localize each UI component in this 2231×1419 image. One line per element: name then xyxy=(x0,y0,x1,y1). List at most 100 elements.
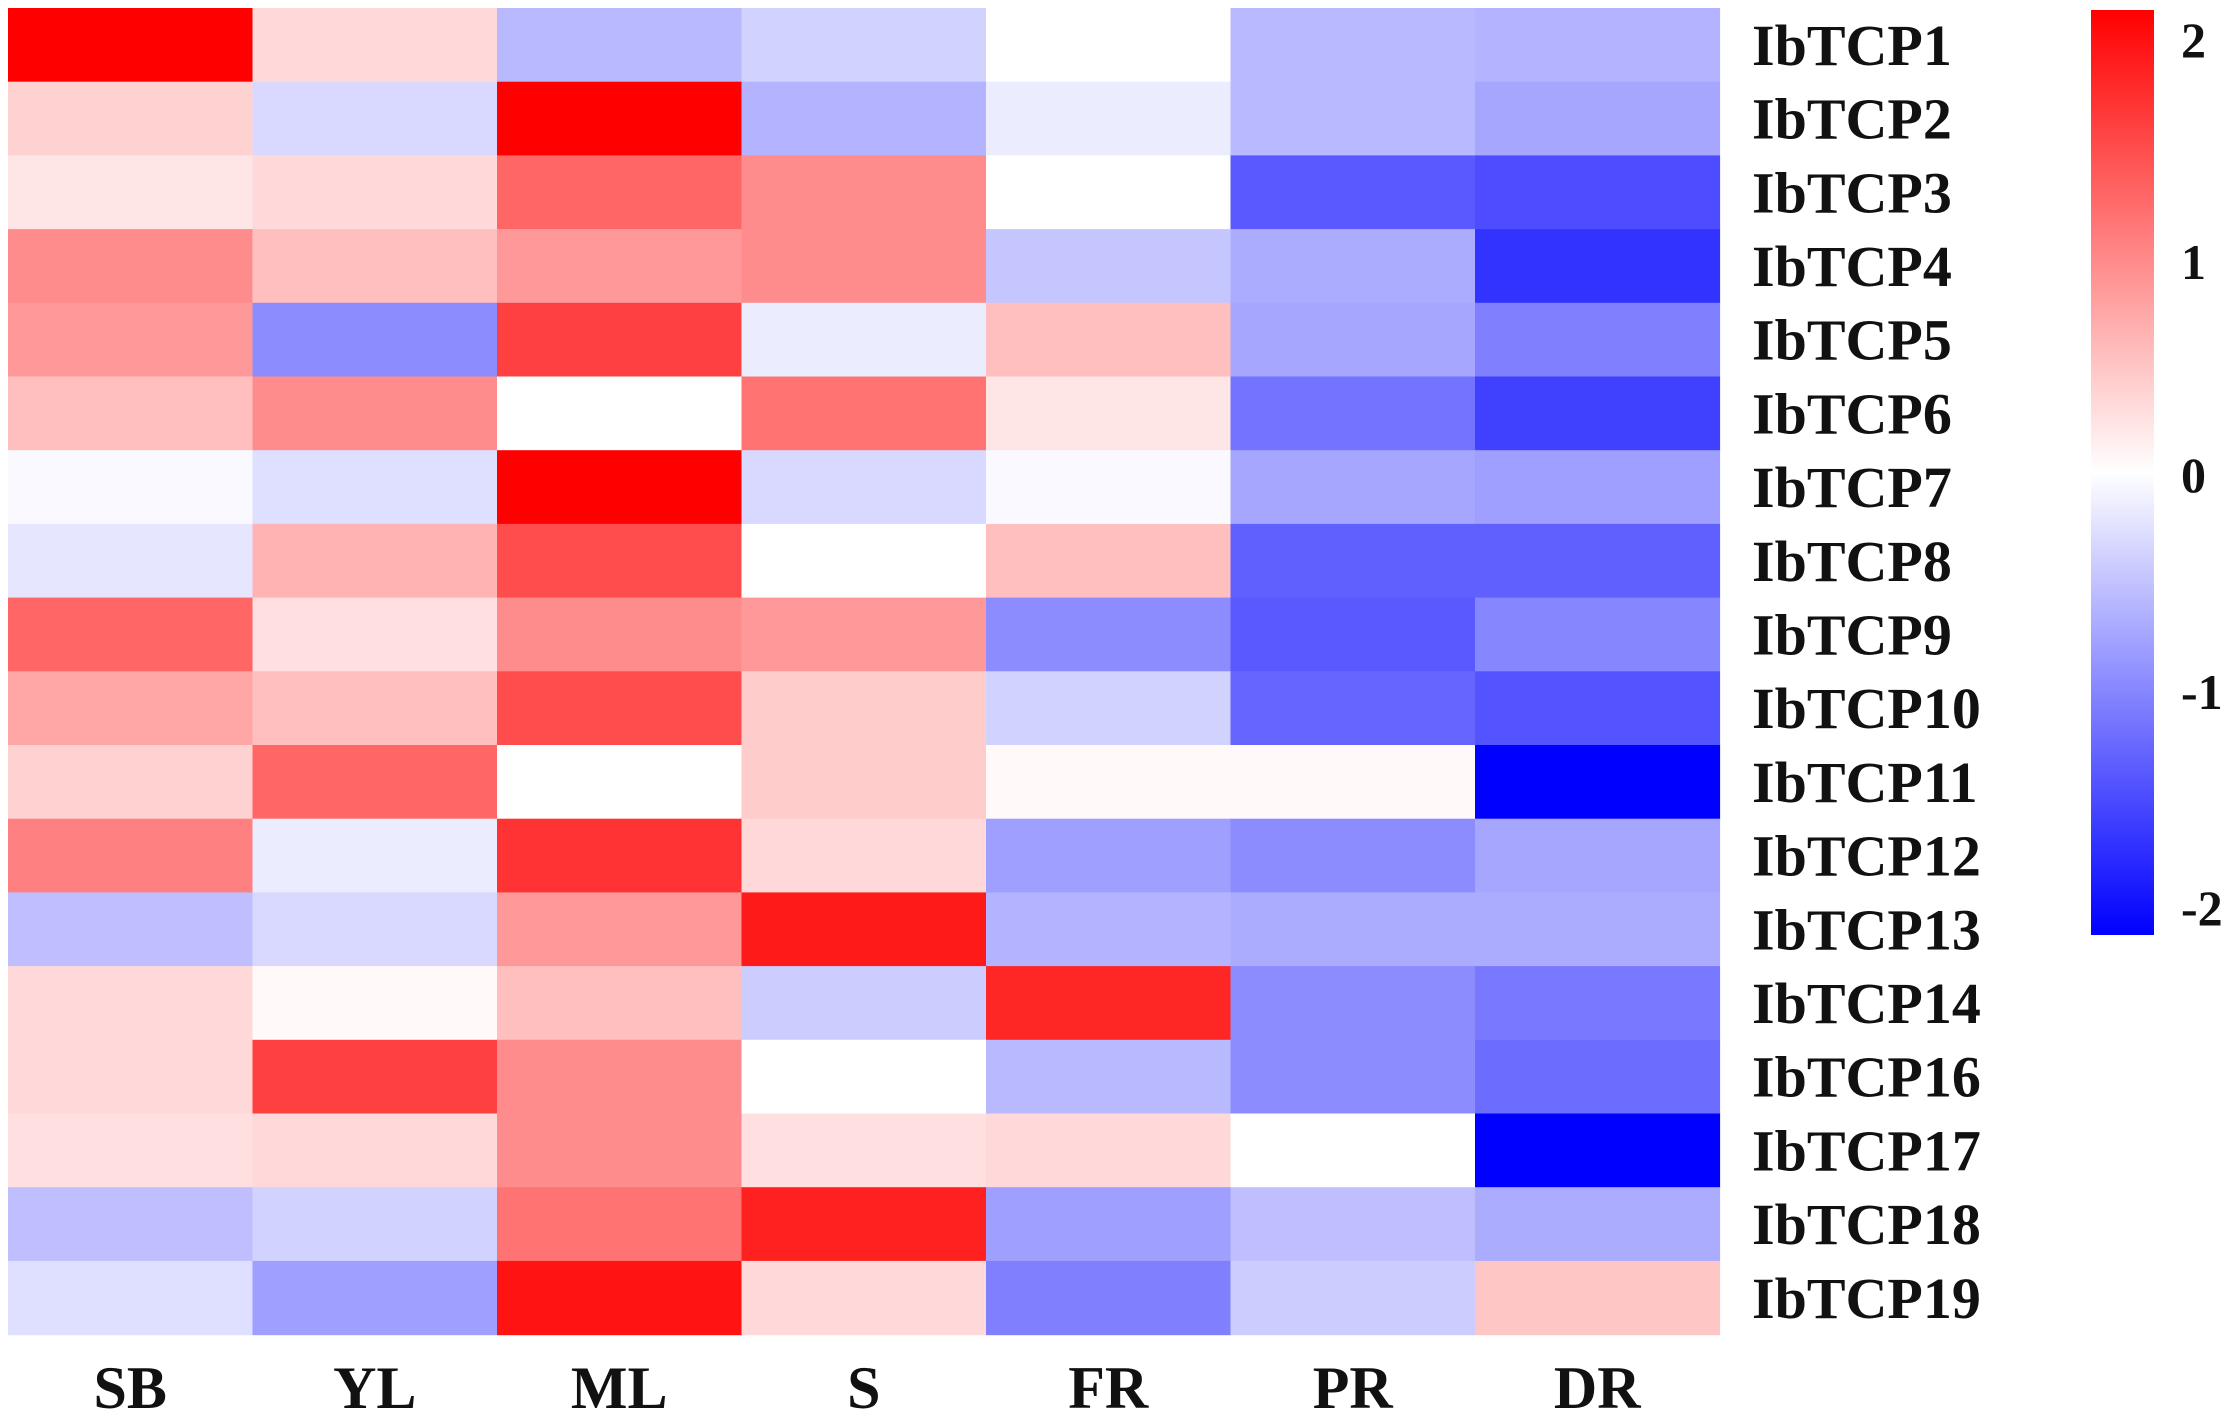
heatmap-cell-IbTCP12-SB xyxy=(8,818,254,893)
heatmap-cell-IbTCP3-S xyxy=(741,155,987,230)
heatmap-cell-IbTCP12-YL xyxy=(252,818,498,893)
heatmap-cell-IbTCP10-YL xyxy=(252,671,498,746)
heatmap-cell-IbTCP1-FR xyxy=(986,8,1232,83)
heatmap-cell-IbTCP5-ML xyxy=(497,302,743,378)
heatmap-cell-IbTCP4-S xyxy=(741,229,987,304)
heatmap-cell-IbTCP11-YL xyxy=(252,745,498,820)
row-label-IbTCP16: IbTCP16 xyxy=(1752,1045,1981,1110)
heatmap-cell-IbTCP9-PR xyxy=(1230,597,1476,672)
color-scale-tick-0: 0 xyxy=(2181,447,2206,503)
heatmap-cell-IbTCP8-YL xyxy=(252,523,498,599)
heatmap-cell-IbTCP3-ML xyxy=(497,155,743,230)
heatmap-cell-IbTCP17-SB xyxy=(8,1113,254,1188)
heatmap-cell-IbTCP10-S xyxy=(741,671,987,746)
row-label-IbTCP6: IbTCP6 xyxy=(1752,381,1952,446)
heatmap-cell-IbTCP16-S xyxy=(741,1039,987,1115)
heatmap-cell-IbTCP8-DR xyxy=(1475,523,1721,599)
heatmap-cell-IbTCP2-S xyxy=(741,81,987,156)
heatmap-cell-IbTCP17-FR xyxy=(986,1113,1232,1188)
heatmap-cell-IbTCP2-YL xyxy=(252,81,498,156)
heatmap-cell-IbTCP18-ML xyxy=(497,1187,743,1262)
heatmap-cell-IbTCP12-PR xyxy=(1230,818,1476,893)
column-label-FR: FR xyxy=(1068,1355,1149,1419)
heatmap-cell-IbTCP14-PR xyxy=(1230,966,1476,1041)
heatmap-cell-IbTCP6-DR xyxy=(1475,376,1721,451)
heatmap-cell-IbTCP8-FR xyxy=(986,523,1232,599)
heatmap-cell-IbTCP7-PR xyxy=(1230,450,1476,525)
color-scale-tick--1: -1 xyxy=(2181,664,2223,720)
heatmap-cell-IbTCP16-YL xyxy=(252,1039,498,1115)
heatmap-cell-IbTCP5-FR xyxy=(986,302,1232,378)
heatmap-cell-IbTCP6-FR xyxy=(986,376,1232,451)
heatmap-cell-IbTCP5-YL xyxy=(252,302,498,378)
heatmap-cell-IbTCP9-S xyxy=(741,597,987,672)
row-label-IbTCP18: IbTCP18 xyxy=(1752,1192,1981,1257)
heatmap-cell-IbTCP8-PR xyxy=(1230,523,1476,599)
row-label-IbTCP19: IbTCP19 xyxy=(1752,1266,1981,1331)
heatmap-cell-IbTCP19-SB xyxy=(8,1260,254,1336)
heatmap-cell-IbTCP11-PR xyxy=(1230,745,1476,820)
heatmap-cell-IbTCP13-PR xyxy=(1230,892,1476,967)
heatmap-cell-IbTCP7-DR xyxy=(1475,450,1721,525)
column-label-S: S xyxy=(847,1355,880,1419)
heatmap-cell-IbTCP4-YL xyxy=(252,229,498,304)
heatmap-cell-IbTCP16-PR xyxy=(1230,1039,1476,1115)
heatmap-cell-IbTCP7-ML xyxy=(497,450,743,525)
heatmap-cell-IbTCP18-FR xyxy=(986,1187,1232,1262)
row-label-IbTCP10: IbTCP10 xyxy=(1752,676,1981,741)
heatmap-cell-IbTCP17-S xyxy=(741,1113,987,1188)
row-label-IbTCP8: IbTCP8 xyxy=(1752,529,1952,594)
heatmap-cell-IbTCP4-DR xyxy=(1475,229,1721,304)
heatmap-cell-IbTCP10-DR xyxy=(1475,671,1721,746)
heatmap-cell-IbTCP7-FR xyxy=(986,450,1232,525)
heatmap-cell-IbTCP12-ML xyxy=(497,818,743,893)
row-label-IbTCP14: IbTCP14 xyxy=(1752,971,1981,1036)
heatmap-cell-IbTCP6-SB xyxy=(8,376,254,451)
heatmap-cell-IbTCP19-DR xyxy=(1475,1260,1721,1336)
heatmap-cell-IbTCP6-PR xyxy=(1230,376,1476,451)
color-scale-tick-1: 1 xyxy=(2181,234,2206,290)
heatmap-cell-IbTCP12-FR xyxy=(986,818,1232,893)
heatmap-cell-IbTCP2-FR xyxy=(986,81,1232,156)
heatmap-cell-IbTCP9-FR xyxy=(986,597,1232,672)
heatmap-cell-IbTCP19-ML xyxy=(497,1260,743,1336)
heatmap-cell-IbTCP8-S xyxy=(741,523,987,599)
heatmap-cell-IbTCP9-DR xyxy=(1475,597,1721,672)
heatmap-cell-IbTCP5-PR xyxy=(1230,302,1476,378)
heatmap-cell-IbTCP8-SB xyxy=(8,523,254,599)
heatmap-cell-IbTCP10-FR xyxy=(986,671,1232,746)
heatmap-cell-IbTCP7-S xyxy=(741,450,987,525)
heatmap-cell-IbTCP11-S xyxy=(741,745,987,820)
heatmap-cell-IbTCP17-YL xyxy=(252,1113,498,1188)
row-label-IbTCP17: IbTCP17 xyxy=(1752,1118,1981,1183)
heatmap-cell-IbTCP1-DR xyxy=(1475,8,1721,83)
heatmap-cell-IbTCP11-DR xyxy=(1475,745,1721,820)
heatmap-cell-IbTCP1-ML xyxy=(497,8,743,83)
heatmap-cell-IbTCP3-FR xyxy=(986,155,1232,230)
heatmap-cell-IbTCP10-SB xyxy=(8,671,254,746)
heatmap-cell-IbTCP1-YL xyxy=(252,8,498,83)
heatmap-cell-IbTCP12-DR xyxy=(1475,818,1721,893)
row-label-IbTCP9: IbTCP9 xyxy=(1752,602,1952,667)
heatmap-cell-IbTCP6-S xyxy=(741,376,987,451)
heatmap-cell-IbTCP13-FR xyxy=(986,892,1232,967)
heatmap-cell-IbTCP2-ML xyxy=(497,81,743,156)
heatmap-cell-IbTCP7-YL xyxy=(252,450,498,525)
heatmap-cells xyxy=(8,8,1721,1336)
heatmap-cell-IbTCP11-SB xyxy=(8,745,254,820)
heatmap-cell-IbTCP16-SB xyxy=(8,1039,254,1115)
column-label-YL: YL xyxy=(333,1355,416,1419)
row-label-IbTCP5: IbTCP5 xyxy=(1752,308,1952,373)
heatmap-cell-IbTCP5-S xyxy=(741,302,987,378)
heatmap-cell-IbTCP11-FR xyxy=(986,745,1232,820)
heatmap-cell-IbTCP4-SB xyxy=(8,229,254,304)
row-label-IbTCP12: IbTCP12 xyxy=(1752,824,1981,889)
column-label-DR: DR xyxy=(1554,1355,1641,1419)
row-label-IbTCP11: IbTCP11 xyxy=(1752,750,1978,815)
row-label-IbTCP2: IbTCP2 xyxy=(1752,87,1952,152)
heatmap-cell-IbTCP2-DR xyxy=(1475,81,1721,156)
heatmap-cell-IbTCP3-PR xyxy=(1230,155,1476,230)
heatmap-cell-IbTCP17-ML xyxy=(497,1113,743,1188)
heatmap-cell-IbTCP3-DR xyxy=(1475,155,1721,230)
